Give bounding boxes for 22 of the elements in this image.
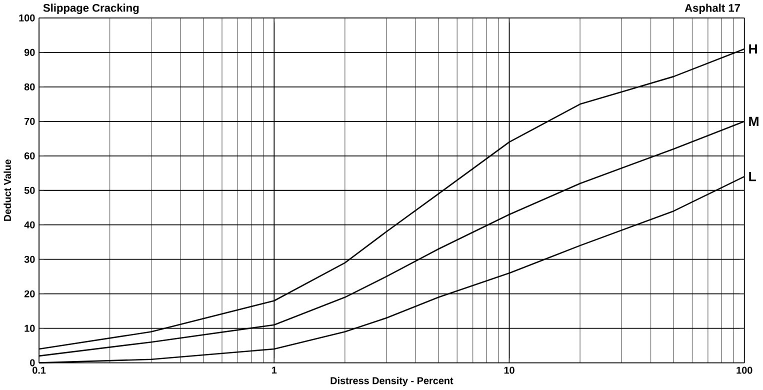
x-tick-label: 10 xyxy=(504,366,514,374)
series-label: H xyxy=(749,44,757,54)
y-axis-title: Deduct Value xyxy=(4,160,11,221)
series-label: M xyxy=(749,116,758,126)
chart-title: Slippage Cracking xyxy=(43,4,139,14)
y-tick-label: 0 xyxy=(30,359,35,366)
y-tick-label: 90 xyxy=(24,48,35,56)
y-tick-label: 100 xyxy=(19,14,35,22)
y-tick-label: 60 xyxy=(24,152,35,160)
y-tick-label: 80 xyxy=(24,83,35,90)
y-tick-label: 70 xyxy=(24,118,35,125)
x-axis-title: Distress Density - Percent xyxy=(330,376,454,386)
y-tick-label: 30 xyxy=(24,256,35,263)
y-tick-label: 10 xyxy=(24,324,35,332)
y-tick-label: 20 xyxy=(24,290,35,298)
chart-subtitle: Asphalt 17 xyxy=(684,4,740,14)
x-tick-label: 0.1 xyxy=(32,366,46,374)
x-tick-label: 1 xyxy=(272,366,277,374)
series-label: L xyxy=(749,172,756,182)
y-tick-label: 40 xyxy=(24,221,35,228)
x-tick-label: 100 xyxy=(736,366,752,374)
y-tick-label: 50 xyxy=(24,186,35,194)
